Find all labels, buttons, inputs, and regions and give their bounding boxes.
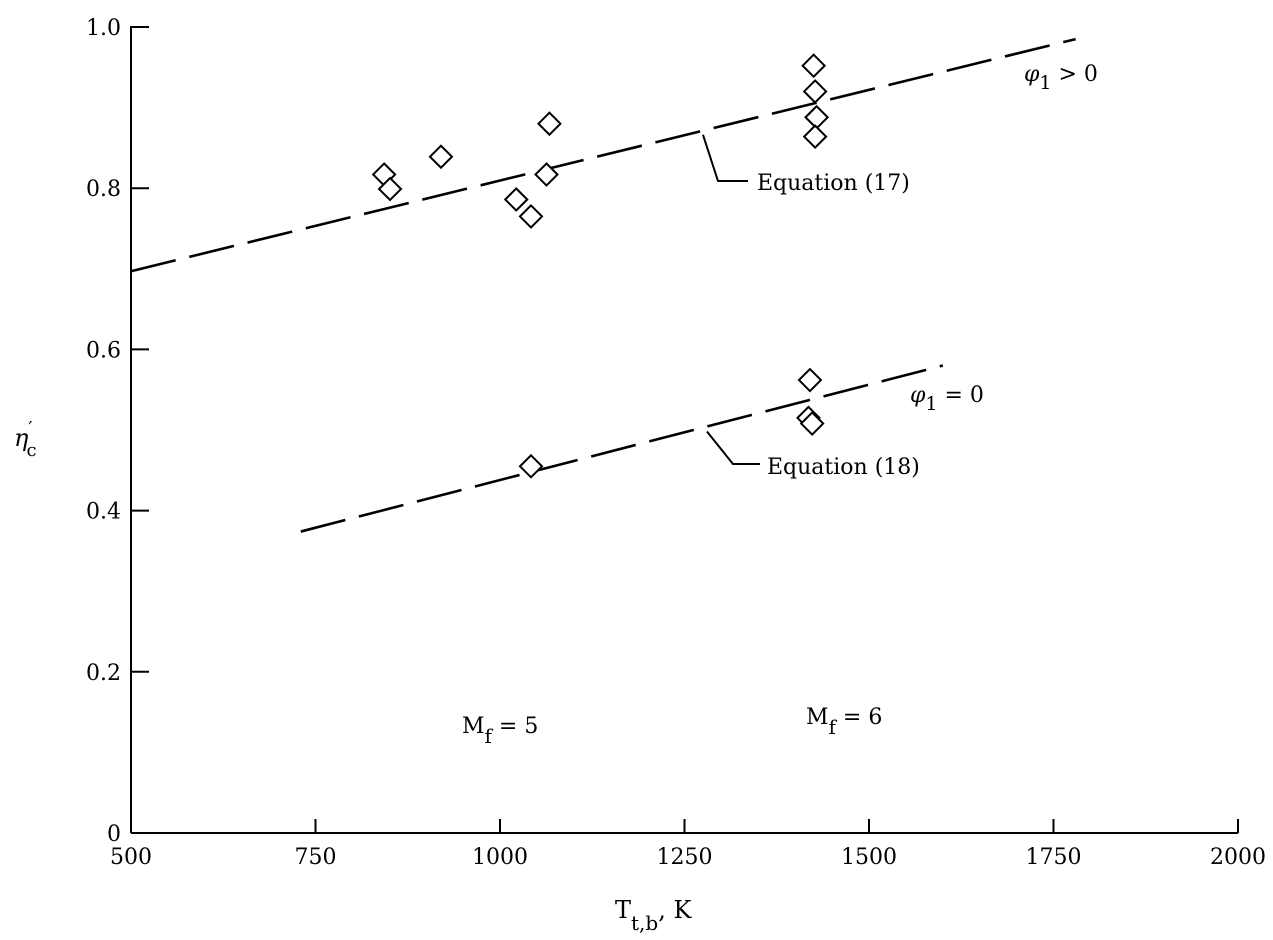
fit-line-equation-17 bbox=[130, 37, 1076, 273]
equation-17-label: Equation (17) bbox=[757, 171, 910, 196]
data-point-phi-positive bbox=[377, 176, 403, 202]
data-point-phi-positive bbox=[802, 124, 828, 150]
data-point-phi-positive bbox=[802, 79, 828, 104]
y-ticks: 0 0.2 0.4 0.6 0.8 1.0 bbox=[86, 16, 149, 847]
mach-5-sub: f bbox=[485, 724, 494, 748]
data-point-phi-positive bbox=[537, 111, 562, 137]
data-point-phi-positive bbox=[428, 144, 454, 170]
y-tick-label: 1.0 bbox=[86, 16, 121, 41]
mach-6-main: M bbox=[806, 705, 829, 730]
x-ticks: 500 750 1000 1250 1500 1750 2000 bbox=[110, 819, 1266, 870]
series-label-phi-zero-symbol: φ bbox=[910, 383, 926, 408]
x-tick-label: 500 bbox=[110, 845, 152, 870]
data-point-phi-zero bbox=[797, 367, 823, 393]
equation-17-leader bbox=[701, 134, 748, 182]
series-label-phi-positive: φ1 > 0 bbox=[1024, 62, 1098, 94]
data-point-phi-zero bbox=[799, 411, 825, 436]
x-axis-label-suffix: , K bbox=[658, 896, 692, 924]
y-tick-label: 0.6 bbox=[86, 338, 121, 363]
y-tick-label: 0.2 bbox=[86, 661, 121, 686]
y-axis-label: η′ c bbox=[14, 418, 37, 461]
y-axis-label-prime: ′ bbox=[28, 418, 32, 439]
mach-6-sub: f bbox=[829, 715, 838, 739]
mach-5-main: M bbox=[462, 714, 485, 739]
data-point-phi-zero bbox=[518, 453, 544, 479]
data-point-phi-positive bbox=[534, 162, 559, 187]
series-label-phi-zero-rest: = 0 bbox=[938, 383, 984, 408]
series-label-phi-zero: φ1 = 0 bbox=[910, 383, 984, 415]
series-label-phi-positive-symbol: φ bbox=[1024, 62, 1040, 87]
data-point-phi-positive bbox=[518, 203, 544, 229]
mach-6-rest: = 6 bbox=[836, 705, 882, 730]
y-axis-label-main: η bbox=[14, 424, 29, 452]
mach-6-label: Mf = 6 bbox=[806, 705, 882, 739]
equation-18-label: Equation (18) bbox=[767, 455, 920, 480]
mach-5-rest: = 5 bbox=[492, 714, 538, 739]
data-point-phi-positive bbox=[801, 53, 827, 79]
x-tick-label: 750 bbox=[295, 845, 337, 870]
x-tick-label: 2000 bbox=[1210, 845, 1266, 870]
series-label-phi-positive-rest: > 0 bbox=[1052, 62, 1098, 87]
series-label-phi-positive-sub: 1 bbox=[1039, 72, 1051, 94]
fit-lines bbox=[130, 37, 1076, 533]
x-tick-label: 1500 bbox=[841, 845, 897, 870]
axes bbox=[130, 26, 1238, 834]
y-axis-label-sub: c bbox=[26, 440, 36, 461]
fit-line-equation-18 bbox=[300, 364, 944, 533]
x-axis-label: Tt,b, K bbox=[615, 896, 692, 935]
y-tick-label: 0.4 bbox=[86, 500, 121, 525]
x-tick-label: 1750 bbox=[1026, 845, 1082, 870]
mach-5-label: Mf = 5 bbox=[462, 714, 538, 748]
equation-18-leader bbox=[706, 430, 760, 465]
y-tick-label: 0.8 bbox=[86, 177, 121, 202]
x-axis-label-sub: t,b bbox=[631, 911, 658, 935]
markers bbox=[371, 53, 830, 479]
data-point-phi-positive bbox=[804, 104, 830, 130]
x-tick-label: 1000 bbox=[472, 845, 528, 870]
data-point-phi-positive bbox=[503, 187, 529, 212]
y-tick-label: 0 bbox=[107, 822, 121, 847]
x-axis-label-main: T bbox=[615, 896, 631, 924]
series-label-phi-zero-sub: 1 bbox=[925, 393, 937, 415]
x-tick-label: 1250 bbox=[657, 845, 713, 870]
leaders bbox=[701, 134, 760, 465]
